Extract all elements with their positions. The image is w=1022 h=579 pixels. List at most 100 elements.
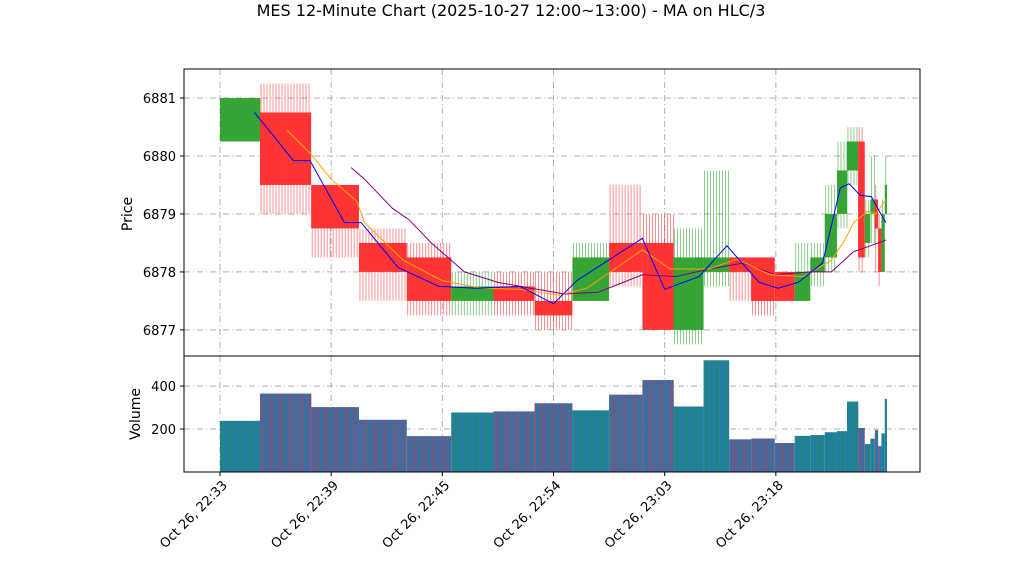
volume-bar (774, 443, 795, 472)
ma-fast-line (254, 112, 887, 305)
candle (260, 83, 312, 214)
price-candles (220, 83, 887, 345)
candle-body (864, 213, 871, 243)
candle (881, 199, 885, 272)
price-tick-label: 6881 (143, 92, 176, 107)
volume-axis-label: Volume (128, 388, 144, 440)
candle-body (451, 286, 494, 301)
candle-body (406, 257, 452, 301)
candle (609, 184, 643, 287)
volume-bar (810, 435, 825, 472)
volume-panel-border (183, 355, 921, 473)
volume-bar (870, 438, 875, 472)
volume-bar (572, 410, 610, 472)
volume-bar-body (810, 435, 825, 472)
price-tick-label: 6880 (143, 150, 176, 165)
volume-bar (878, 446, 882, 472)
candle (846, 126, 859, 185)
candle-body (858, 141, 865, 258)
candle (794, 242, 811, 301)
volume-bar (794, 435, 811, 472)
volume-bar (836, 431, 847, 472)
volume-bar-body (493, 411, 535, 472)
x-tick-label: Oct 26, 23:18 (713, 478, 786, 551)
candle (311, 184, 359, 258)
volume-bar (824, 432, 837, 472)
candle-body (881, 213, 885, 272)
volume-bar-body (774, 443, 795, 472)
volume-bar-body (878, 446, 882, 472)
price-tick-label: 6877 (143, 324, 176, 339)
candle (451, 271, 494, 316)
candle-body (884, 184, 887, 214)
volume-bar-body (358, 419, 407, 472)
volume-tick-label: 400 (151, 380, 176, 395)
candle-body (220, 97, 261, 142)
volume-bar (673, 406, 704, 472)
volume-bar-body (846, 401, 859, 472)
candle-body (673, 257, 704, 330)
volume-y-ticks: 200 400 (151, 380, 184, 438)
volume-bar-body (311, 407, 359, 472)
price-axis-label: Price (120, 197, 136, 231)
x-tick-label: Oct 26, 22:33 (157, 478, 230, 551)
volume-bar-body (870, 438, 875, 472)
x-tick-label: Oct 26, 22:39 (269, 478, 342, 551)
chart-title: MES 12-Minute Chart (2025-10-27 12:00~13… (257, 1, 766, 20)
volume-panel: 200 400 Volume (128, 355, 921, 473)
x-axis-ticks: Oct 26, 22:33 Oct 26, 22:39 Oct 26, 22:45 O… (157, 472, 787, 552)
candle-body (836, 170, 847, 214)
x-tick-label: Oct 26, 22:54 (491, 478, 564, 551)
volume-bar (406, 436, 452, 472)
volume-bar (874, 430, 879, 472)
candle-body (609, 242, 643, 272)
volume-bar (864, 444, 871, 472)
candle (870, 155, 875, 243)
candle (673, 228, 704, 345)
candle-body (846, 141, 859, 171)
price-tick-label: 6879 (143, 208, 176, 223)
candle-body (642, 242, 674, 330)
volume-bar-body (864, 444, 871, 472)
volume-bar (858, 427, 865, 472)
candle-body (878, 228, 882, 272)
candle (858, 126, 865, 272)
candle (878, 213, 882, 287)
candle-body (751, 257, 775, 301)
volume-bar-body (406, 436, 452, 472)
candle-body (824, 213, 837, 258)
ma-mid-line (286, 129, 887, 296)
volume-bar (493, 411, 535, 472)
volume-bar (729, 439, 752, 472)
candle-body (794, 271, 811, 301)
volume-bar (642, 380, 674, 472)
volume-bar (451, 412, 494, 472)
volume-bar-body (609, 394, 643, 472)
volume-bar-body (874, 430, 879, 472)
x-tick-label: Oct 26, 22:45 (380, 478, 453, 551)
volume-tick-label: 200 (151, 423, 176, 438)
volume-bar (703, 360, 730, 472)
candle (358, 228, 407, 301)
volume-bar-body (673, 406, 704, 472)
candle-body (729, 257, 752, 272)
ma-slow-line (350, 167, 887, 295)
candle (642, 213, 674, 330)
x-tick-label: Oct 26, 23:03 (602, 478, 675, 551)
candle-body (358, 242, 407, 272)
price-y-ticks: 6877 6878 6879 6880 6881 (143, 92, 184, 339)
price-panel: 6877 6878 6879 6880 6881 Price (120, 68, 921, 357)
candle (406, 242, 452, 316)
candle-body (870, 199, 875, 214)
candle-body (534, 300, 573, 316)
candle (884, 155, 887, 214)
candle (824, 184, 837, 272)
volume-bars (220, 360, 887, 472)
volume-bar (534, 403, 573, 472)
volume-bar (751, 438, 775, 472)
volume-bar (311, 407, 359, 472)
volume-bar (609, 394, 643, 472)
volume-bar-body (836, 431, 847, 472)
price-tick-label: 6878 (143, 266, 176, 281)
